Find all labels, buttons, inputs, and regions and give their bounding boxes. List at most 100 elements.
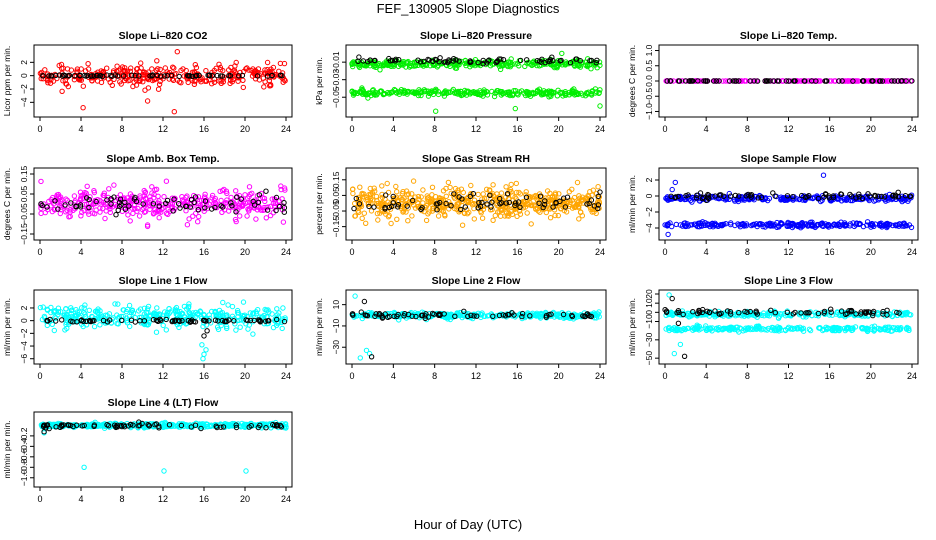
data-point xyxy=(107,317,113,323)
data-point xyxy=(269,72,275,79)
data-point xyxy=(509,310,515,316)
data-point xyxy=(81,305,87,311)
x-tick-label: 16 xyxy=(199,371,209,381)
data-point xyxy=(45,80,51,86)
data-point xyxy=(278,319,285,326)
data-point xyxy=(87,318,93,324)
y-tick-label: 0 xyxy=(644,310,654,315)
data-point xyxy=(559,89,565,96)
data-point xyxy=(394,216,400,223)
y-tick-label: 0 xyxy=(644,193,654,198)
data-point xyxy=(492,212,498,219)
data-point xyxy=(853,195,859,201)
data-point xyxy=(528,202,534,209)
y-tick-label: −0.01 xyxy=(331,51,341,73)
data-point xyxy=(572,204,578,211)
data-point xyxy=(909,78,915,84)
data-point xyxy=(891,309,898,315)
data-point xyxy=(730,78,736,84)
data-point xyxy=(361,210,367,216)
data-point xyxy=(280,305,286,311)
data-point xyxy=(892,192,899,198)
x-tick-label: 24 xyxy=(907,371,917,381)
data-point xyxy=(169,318,175,325)
data-point xyxy=(154,305,160,311)
data-point xyxy=(209,81,215,87)
data-point xyxy=(239,72,246,79)
data-point xyxy=(390,200,396,206)
data-point xyxy=(195,207,202,213)
data-point xyxy=(226,208,232,214)
data-points xyxy=(349,293,602,361)
data-point xyxy=(741,78,748,84)
data-point xyxy=(699,309,705,316)
data-point xyxy=(784,193,791,199)
data-point xyxy=(806,310,812,316)
y-tick-label: 2 xyxy=(644,177,654,182)
data-point xyxy=(512,105,518,112)
data-point xyxy=(233,59,239,66)
data-point xyxy=(124,320,131,326)
y-tick-label: −0.05 xyxy=(19,203,29,225)
data-point xyxy=(732,192,739,199)
data-point xyxy=(80,105,86,111)
data-point xyxy=(212,309,218,315)
data-point xyxy=(436,207,443,213)
data-point xyxy=(511,88,517,94)
data-point xyxy=(397,62,404,68)
data-point xyxy=(136,308,142,314)
data-point xyxy=(529,194,536,200)
data-point xyxy=(552,212,558,219)
data-point xyxy=(512,200,519,206)
data-point xyxy=(675,308,682,314)
data-point xyxy=(756,221,762,228)
data-point xyxy=(203,78,210,84)
data-point xyxy=(580,92,586,98)
data-point xyxy=(423,217,430,224)
data-point xyxy=(279,75,285,81)
data-point xyxy=(462,57,468,64)
data-point xyxy=(139,206,146,213)
data-point xyxy=(409,313,415,319)
data-point xyxy=(369,190,376,196)
data-point xyxy=(496,312,503,319)
data-point xyxy=(690,78,696,84)
data-point xyxy=(393,183,399,190)
data-point xyxy=(281,185,288,191)
chart-title: Slope Li–820 Temp. xyxy=(740,30,837,42)
data-point xyxy=(163,327,170,333)
data-point xyxy=(516,189,522,196)
data-point xyxy=(395,89,401,95)
data-point xyxy=(537,58,543,64)
x-tick-label: 12 xyxy=(471,371,481,381)
data-point xyxy=(554,93,561,99)
data-point xyxy=(554,311,560,317)
data-point xyxy=(889,78,895,84)
data-point xyxy=(82,311,88,317)
data-point xyxy=(592,90,599,96)
data-point xyxy=(549,54,555,60)
data-point xyxy=(730,326,736,332)
data-point xyxy=(52,308,58,314)
data-point xyxy=(192,194,199,200)
data-point xyxy=(237,201,243,207)
data-point xyxy=(50,78,57,84)
data-point xyxy=(594,65,600,71)
data-point xyxy=(547,58,553,65)
data-point xyxy=(584,90,590,96)
data-point xyxy=(693,195,700,201)
data-point xyxy=(537,193,544,199)
data-point xyxy=(177,205,183,211)
data-point xyxy=(254,73,261,79)
data-point xyxy=(666,327,672,334)
data-point xyxy=(479,215,486,221)
data-point xyxy=(78,317,85,323)
data-point xyxy=(91,323,98,330)
figure-title: FEF_130905 Slope Diagnostics xyxy=(376,1,560,16)
x-tick-label: 0 xyxy=(662,371,667,381)
x-tick-label: 16 xyxy=(199,494,209,504)
data-point xyxy=(417,88,423,95)
data-point xyxy=(59,65,65,72)
data-point xyxy=(126,203,132,209)
